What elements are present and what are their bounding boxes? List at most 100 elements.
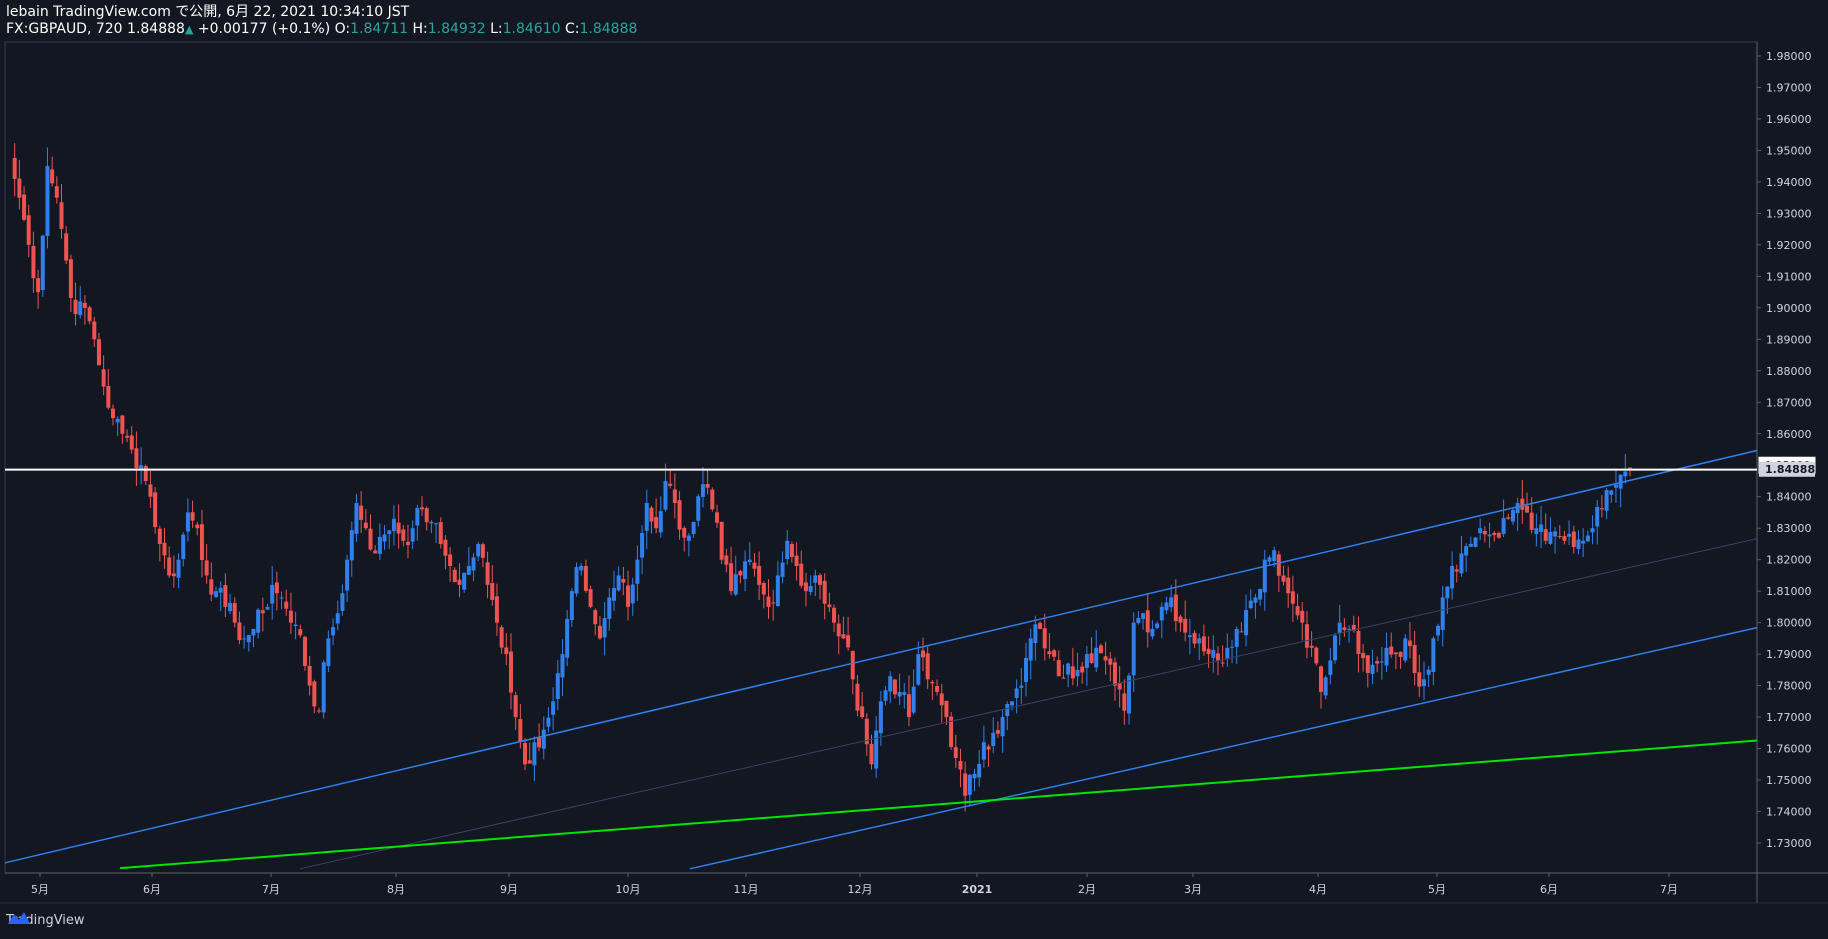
support-line: [119, 739, 1758, 870]
y-tick-label: 1.73000: [1766, 837, 1812, 850]
candle-body: [869, 743, 874, 765]
candle-body: [621, 578, 626, 583]
candle-body: [902, 692, 907, 695]
candle-body: [1127, 675, 1132, 714]
candle-body: [803, 582, 808, 592]
y-tick-label: 1.91000: [1766, 270, 1812, 283]
y-tick-label: 1.90000: [1766, 302, 1812, 315]
candle-body: [1421, 679, 1426, 687]
candle-body: [916, 654, 921, 685]
candle-body: [874, 730, 879, 769]
close-value: 1.84888: [579, 21, 638, 37]
candle-body: [986, 746, 991, 750]
candle-body: [1066, 663, 1071, 675]
candle-body: [64, 233, 69, 261]
candle-body: [1131, 622, 1136, 676]
candle-body: [148, 484, 153, 497]
candle-body: [354, 503, 359, 534]
candle-body: [190, 512, 195, 521]
candle-body: [424, 508, 429, 523]
candle-body: [59, 202, 64, 229]
candle-body: [551, 701, 556, 715]
candle-body: [396, 522, 401, 534]
candle-body: [850, 650, 855, 680]
candle-body: [420, 507, 425, 510]
candle-body: [888, 676, 893, 692]
candle-body: [752, 562, 757, 569]
candle-body: [106, 386, 111, 408]
candle-body: [691, 521, 696, 534]
candle-body: [1412, 644, 1417, 674]
candle-body: [799, 563, 804, 586]
candle-body: [40, 235, 45, 291]
candle-body: [672, 489, 677, 504]
candle-body: [1529, 512, 1534, 530]
candle-body: [1234, 628, 1239, 647]
candle-body: [111, 408, 116, 419]
candle-body: [1590, 528, 1595, 533]
publish-info: lebain TradingView.com で公開, 6月 22, 2021 …: [6, 4, 410, 20]
candle-body: [242, 638, 247, 640]
candle-body: [1628, 467, 1632, 469]
candle-body: [780, 562, 785, 577]
candle-body: [930, 681, 935, 684]
candle-body: [640, 532, 645, 558]
candle-body: [761, 583, 766, 595]
candle-body: [1211, 649, 1216, 658]
candle-body: [237, 622, 242, 641]
candle-body: [607, 597, 612, 619]
candle-body: [1562, 536, 1567, 541]
y-tick-label: 1.77000: [1766, 711, 1812, 724]
footer-brand[interactable]: TradingView: [6, 910, 85, 930]
candle-body: [1056, 660, 1061, 677]
candle-body: [630, 584, 635, 604]
candle-body: [1042, 628, 1047, 649]
candle-body: [129, 435, 134, 450]
candle-body: [1361, 653, 1366, 659]
candle-body: [317, 710, 322, 712]
candle-body: [789, 544, 794, 557]
candle-body: [307, 665, 312, 686]
candle-body: [864, 718, 869, 745]
candle-body: [1445, 586, 1450, 599]
candle-body: [658, 511, 663, 533]
candle-body: [1599, 508, 1604, 510]
candle-body: [405, 541, 410, 546]
candle-body: [588, 589, 593, 607]
candle-body: [1557, 536, 1562, 538]
candle-body: [939, 693, 944, 706]
candle-body: [1075, 669, 1080, 677]
candle-body: [1028, 638, 1033, 661]
candle-body: [96, 339, 101, 366]
candle-body: [935, 686, 940, 692]
candle-body: [827, 604, 832, 608]
candle-body: [195, 524, 200, 529]
candle-body: [616, 575, 621, 591]
candle-body: [733, 574, 738, 595]
candle-body: [1089, 653, 1094, 664]
candle-body: [1244, 610, 1249, 636]
candle-body: [1103, 656, 1108, 661]
candle-body: [167, 557, 172, 576]
candle-body: [724, 555, 729, 565]
candle-body: [1108, 658, 1113, 665]
candle-body: [925, 653, 930, 680]
candle-body: [1262, 559, 1267, 593]
candle-body: [448, 554, 453, 566]
candle-body: [1576, 539, 1581, 549]
candle-body: [1473, 537, 1478, 547]
candle-body: [696, 496, 701, 521]
candle-body: [1543, 529, 1548, 541]
candle-body: [921, 650, 926, 658]
candle-body: [228, 602, 233, 612]
candle-body: [298, 629, 303, 636]
candle-body: [635, 559, 640, 584]
candle-body: [972, 773, 977, 779]
candle-body: [139, 465, 144, 470]
candle-body: [569, 591, 574, 621]
candle-body: [1276, 554, 1281, 576]
high-value: 1.84932: [427, 21, 486, 37]
candle-body: [1061, 677, 1066, 679]
